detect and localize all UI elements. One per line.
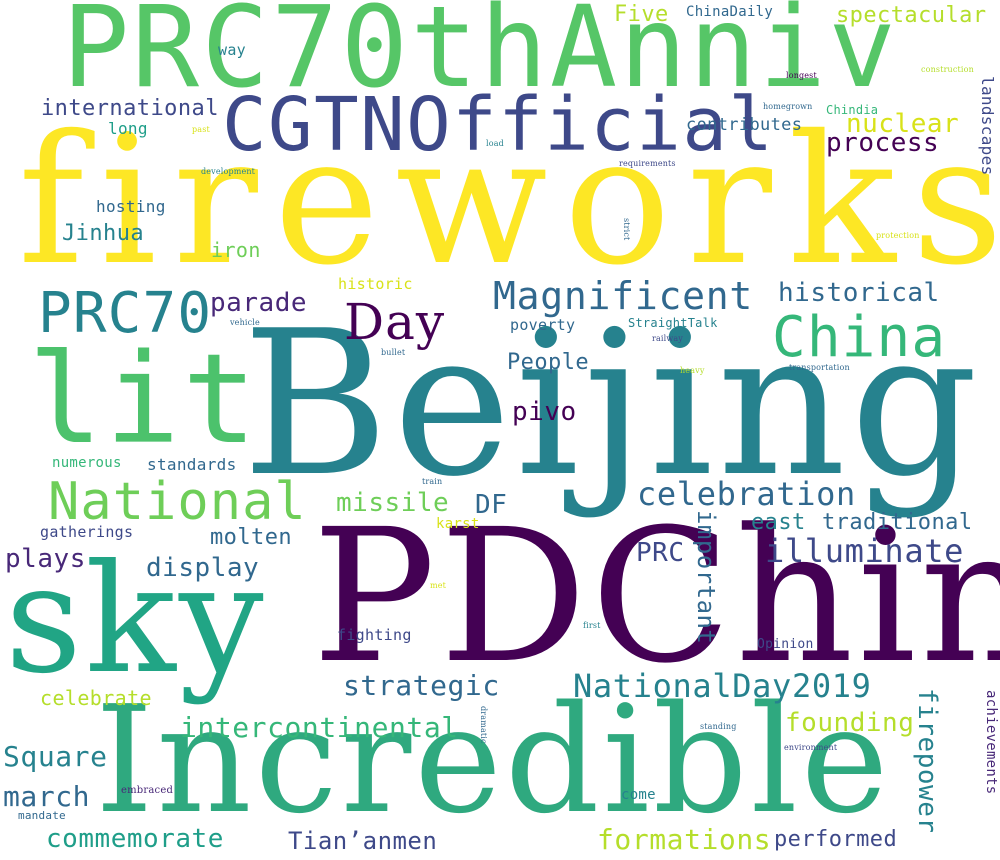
- word-celebration: celebration: [637, 475, 856, 513]
- word-incredible: Incredible: [95, 674, 892, 846]
- word-march: march: [3, 780, 91, 813]
- word-strategic: strategic: [343, 669, 500, 702]
- word-bullet: bullet: [381, 348, 406, 357]
- word-requirements: requirements: [619, 159, 676, 168]
- word-opinion: Opinion: [757, 637, 814, 652]
- word-construction: construction: [921, 65, 974, 74]
- word-poverty: poverty: [510, 316, 576, 334]
- word-missile: missile: [336, 488, 450, 518]
- word-embraced: embraced: [121, 785, 174, 796]
- word-long: long: [108, 119, 148, 138]
- word-intercontinental: intercontinental: [180, 711, 459, 744]
- word-historic: historic: [338, 275, 413, 293]
- word-met: met: [430, 581, 447, 590]
- word-load: load: [486, 139, 504, 148]
- word-environment: environment: [784, 743, 838, 752]
- word-founding: founding: [785, 708, 915, 738]
- word-parade: parade: [210, 288, 308, 318]
- word-magnificent: Magnificent: [493, 274, 754, 318]
- word-homegrown: homegrown: [763, 102, 813, 111]
- word-nationalday2019: NationalDay2019: [573, 667, 872, 705]
- word-molten: molten: [210, 525, 293, 550]
- word-pdchina: PDChina: [312, 490, 1000, 704]
- word-achievements: achievements: [983, 690, 999, 795]
- word-first: first: [583, 621, 601, 630]
- word-square: Square: [3, 740, 108, 773]
- word-train: train: [422, 477, 443, 486]
- word-historical: historical: [778, 278, 940, 308]
- word-international: international: [41, 96, 219, 121]
- word-way: way: [218, 41, 246, 59]
- word-pivo: pivo: [512, 397, 577, 427]
- word-prc70thanniv: PRC70thAnniv: [62, 0, 899, 113]
- word-come: come: [621, 787, 656, 803]
- word-important: important: [692, 510, 720, 645]
- word-dramatic: dramatic: [479, 706, 488, 744]
- word-performed: performed: [774, 827, 898, 852]
- word-contributes: contributes: [686, 115, 803, 135]
- word-national: National: [48, 472, 307, 532]
- word-chindia: Chindia: [826, 103, 879, 117]
- word-fireworks: fireworks: [18, 97, 1000, 304]
- word-firepower: firepower: [912, 688, 942, 834]
- word-beijing: Beijing: [242, 288, 983, 521]
- word-railway: railway: [652, 334, 683, 343]
- word-process: process: [826, 128, 940, 158]
- word-protection: protection: [876, 231, 920, 240]
- word-day: Day: [344, 293, 446, 351]
- word-iron: iron: [211, 238, 261, 262]
- word-spectacular: spectacular: [836, 3, 987, 28]
- word-hosting: hosting: [96, 197, 166, 216]
- word-mandate: mandate: [18, 809, 66, 822]
- word-chinadaily: ChinaDaily: [686, 4, 774, 20]
- word-five: Five: [614, 2, 669, 27]
- word-gatherings: gatherings: [40, 523, 134, 541]
- word-nuclear: nuclear: [846, 109, 960, 139]
- word-jinhua: Jinhua: [62, 221, 145, 246]
- word-illuminate: illuminate: [765, 532, 965, 570]
- word-past: past: [192, 125, 210, 134]
- word-longest: longest: [786, 71, 817, 80]
- word-tiananmen: Tian’anmen: [288, 827, 438, 855]
- word-transportation: transportation: [789, 363, 850, 372]
- word-formations: formations: [597, 823, 772, 856]
- word-vehicle: vehicle: [230, 318, 260, 327]
- word-sky: sky: [5, 533, 267, 707]
- word-heavy: heavy: [680, 366, 705, 375]
- word-display: display: [146, 553, 260, 583]
- word-china: China: [772, 305, 947, 370]
- word-celebrate: celebrate: [40, 686, 152, 710]
- word-people: People: [507, 350, 590, 375]
- word-traditional: traditional: [822, 510, 973, 535]
- word-karst: karst: [436, 516, 480, 532]
- word-standards: standards: [147, 455, 237, 474]
- word-prc: PRC: [636, 538, 685, 568]
- word-plays: plays: [5, 544, 86, 574]
- word-df: DF: [475, 490, 508, 520]
- word-commemorate: commemorate: [46, 824, 224, 854]
- word-east: east: [751, 510, 806, 535]
- word-straighttalk: StraightTalk: [628, 316, 718, 330]
- word-lit: lit: [28, 328, 260, 472]
- word-development: development: [201, 167, 256, 176]
- word-cgtnofficial: CGTNOfficial: [222, 82, 775, 168]
- word-standing: standing: [700, 722, 737, 731]
- word-numerous: numerous: [52, 455, 122, 471]
- word-fighting: fighting: [337, 626, 412, 644]
- word-prc70: PRC70: [38, 281, 213, 346]
- word-strict: strict: [622, 218, 631, 241]
- word-landscapes: landscapes: [978, 76, 997, 176]
